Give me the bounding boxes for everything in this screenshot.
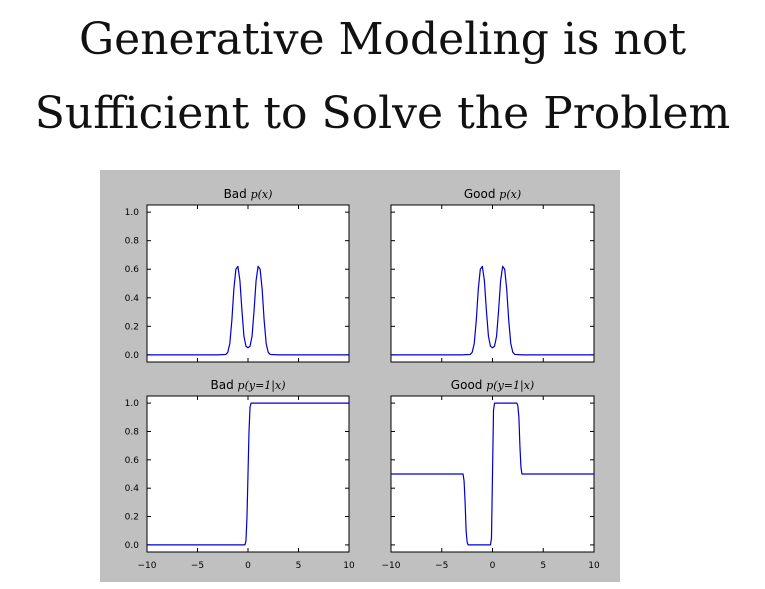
y-tick-label: 0.6 <box>125 456 140 466</box>
y-tick-label: 0.2 <box>125 322 139 332</box>
panel-title: Bad p(x) <box>224 187 273 201</box>
slide-title-line-2: Sufficient to Solve the Problem <box>34 88 731 139</box>
series-line <box>391 402 594 546</box>
series-line <box>391 265 594 356</box>
x-tick-label: 5 <box>296 561 302 571</box>
plot-area <box>390 204 595 363</box>
y-tick-label: 0.8 <box>125 237 140 247</box>
x-tick-label: 10 <box>588 561 600 571</box>
plot-area <box>146 204 350 363</box>
panel-title-prefix: Good <box>464 187 496 201</box>
x-tick-label: −10 <box>382 561 401 571</box>
x-tick-label: 5 <box>540 561 546 571</box>
panel-title-prefix: Good <box>451 378 483 392</box>
x-tick-label: −10 <box>138 561 157 571</box>
panel-title-math: p(y=1|x) <box>238 379 286 393</box>
y-tick-label: 0.4 <box>125 294 140 304</box>
panel-title-math: p(y=1|x) <box>486 379 534 393</box>
x-tick-label: −5 <box>435 561 448 571</box>
panel-title-prefix: Bad <box>224 187 247 201</box>
x-tick-label: −5 <box>191 561 204 571</box>
panel-title-prefix: Bad <box>211 378 234 392</box>
panel-title: Good p(y=1|x) <box>451 378 534 393</box>
panel-title: Good p(x) <box>464 187 521 201</box>
y-tick-label: 0.2 <box>125 513 139 523</box>
y-tick-label: 0.0 <box>125 541 140 551</box>
figure: Bad p(x) 0.0 0.2 0.4 0.6 0.8 1.0 Good p(x) Bad p… <box>100 170 620 582</box>
y-tick-label: 0.4 <box>125 484 140 494</box>
y-tick-label: 1.0 <box>125 208 140 218</box>
x-tick-label: 0 <box>245 561 251 571</box>
series-line <box>147 402 349 546</box>
y-tick-label: 0.0 <box>125 351 140 361</box>
y-tick-label: 1.0 <box>125 399 140 409</box>
panel-title-math: p(x) <box>499 188 521 201</box>
panel-title: Bad p(y=1|x) <box>211 378 286 393</box>
panel-title-math: p(x) <box>251 188 273 201</box>
y-tick-label: 0.8 <box>125 427 140 437</box>
x-tick-label: 0 <box>490 561 496 571</box>
y-tick-label: 0.6 <box>125 265 140 275</box>
x-tick-label: 10 <box>343 561 355 571</box>
slide-title-line-1: Generative Modeling is not <box>79 14 686 65</box>
series-line <box>147 265 349 356</box>
